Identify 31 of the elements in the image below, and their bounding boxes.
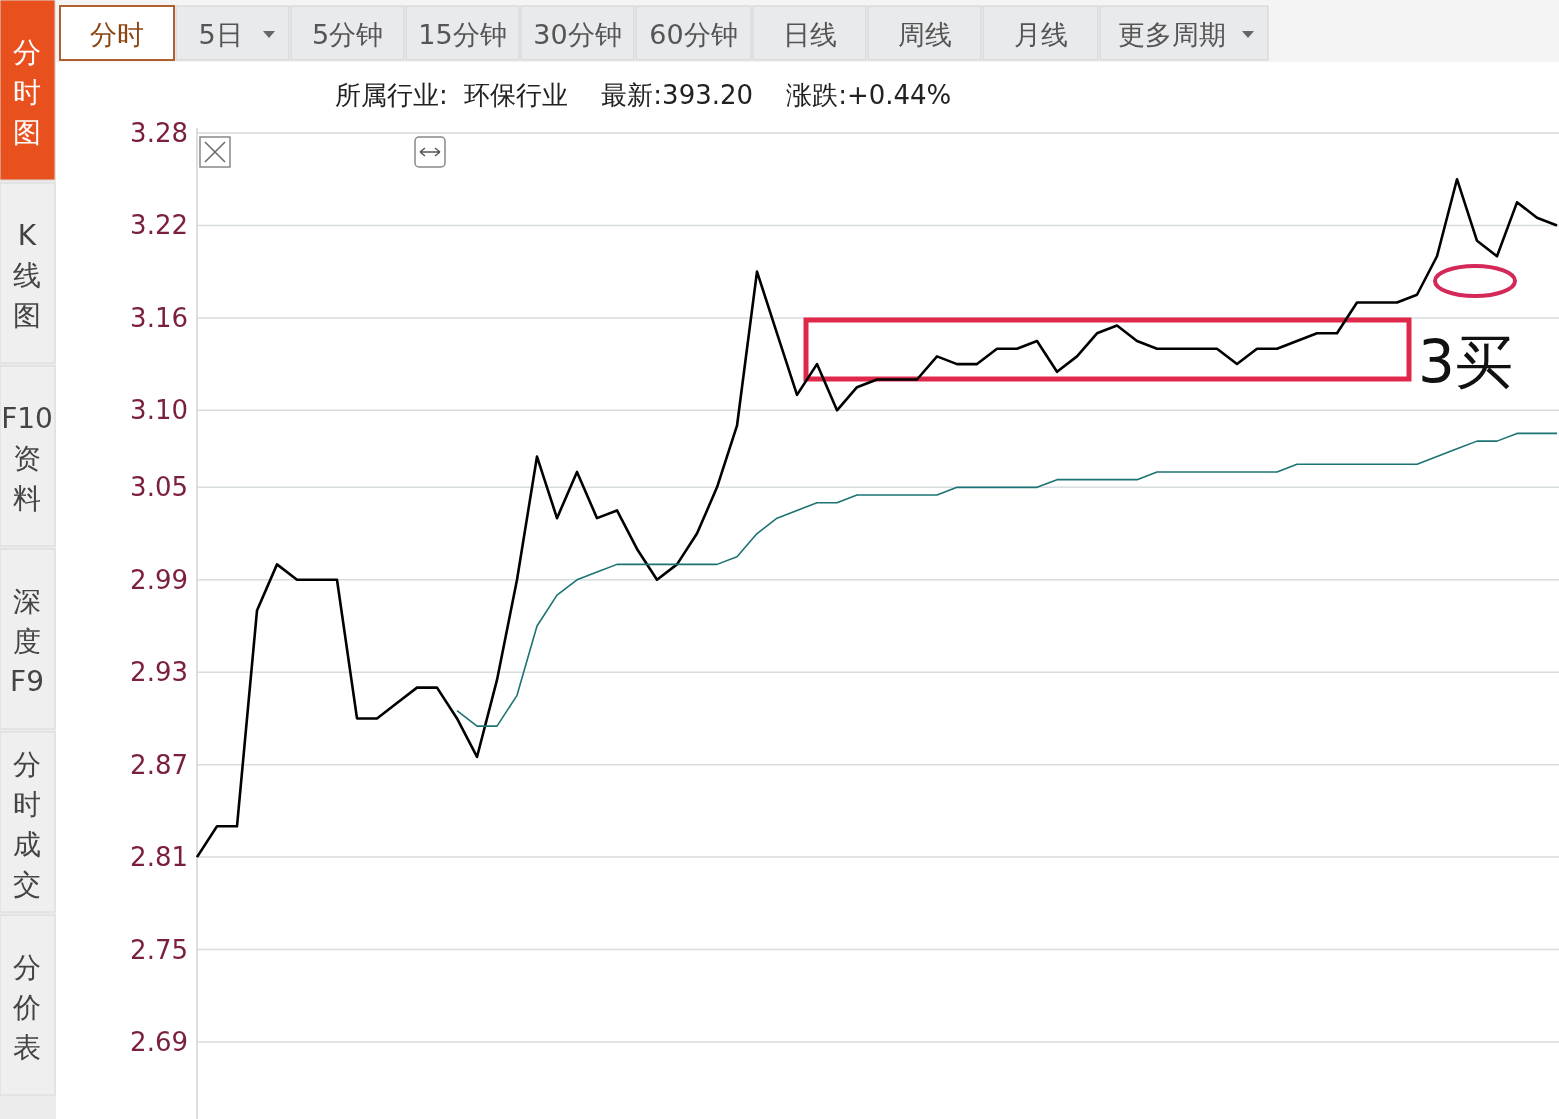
y-tick-label: 2.81: [130, 842, 188, 873]
text: 30分钟: [533, 19, 622, 50]
text: 分时: [90, 19, 144, 50]
text: 5日: [198, 19, 243, 50]
annotation: 3买: [1418, 328, 1513, 396]
text: 60分钟: [649, 19, 738, 50]
line-series: [195, 177, 1559, 859]
y-tick-label: 3.16: [130, 302, 188, 333]
y-tick-label: 2.99: [130, 564, 188, 595]
y-tick-label: 2.75: [130, 934, 188, 965]
text: 5分钟: [311, 19, 384, 50]
text: K线图: [13, 218, 41, 332]
y-tick-label: 2.87: [130, 749, 188, 780]
y-tick-label: 3.10: [130, 395, 188, 426]
y-tick-label: 3.05: [130, 472, 188, 503]
text: 月线: [1013, 19, 1068, 50]
y-tick-label: 2.69: [130, 1026, 188, 1057]
chart-subtitle: 所属行业: 环保行业 最新:393.20 涨跌:+0.44%: [335, 80, 952, 110]
text: 深度F9: [10, 584, 44, 698]
text: 周线: [897, 19, 952, 50]
y-tick-label: 3.22: [130, 210, 188, 241]
line-series: [456, 432, 1558, 727]
text: 日线: [782, 19, 837, 50]
y-tick-label: 3.28: [130, 118, 188, 148]
text: 分时图: [13, 35, 41, 149]
text: 更多周期: [1118, 19, 1226, 50]
text: 分时成交: [13, 747, 41, 901]
text: 分价表: [12, 950, 41, 1064]
y-tick-label: 2.93: [130, 657, 188, 688]
text: 15分钟: [418, 19, 507, 50]
text: F10资料: [1, 401, 53, 515]
